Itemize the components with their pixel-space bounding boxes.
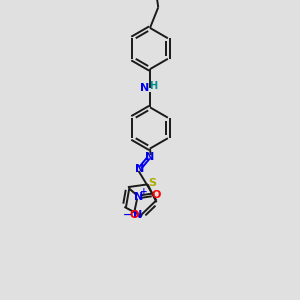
- Text: +: +: [140, 187, 147, 196]
- Text: O: O: [129, 210, 138, 220]
- Text: N: N: [145, 152, 154, 162]
- Text: N: N: [140, 83, 149, 93]
- Text: O: O: [152, 190, 161, 200]
- Text: N: N: [134, 192, 143, 202]
- Text: N: N: [135, 164, 144, 173]
- Text: S: S: [148, 178, 156, 188]
- Text: H: H: [149, 81, 158, 91]
- Text: N: N: [133, 210, 142, 220]
- Text: −: −: [123, 210, 133, 220]
